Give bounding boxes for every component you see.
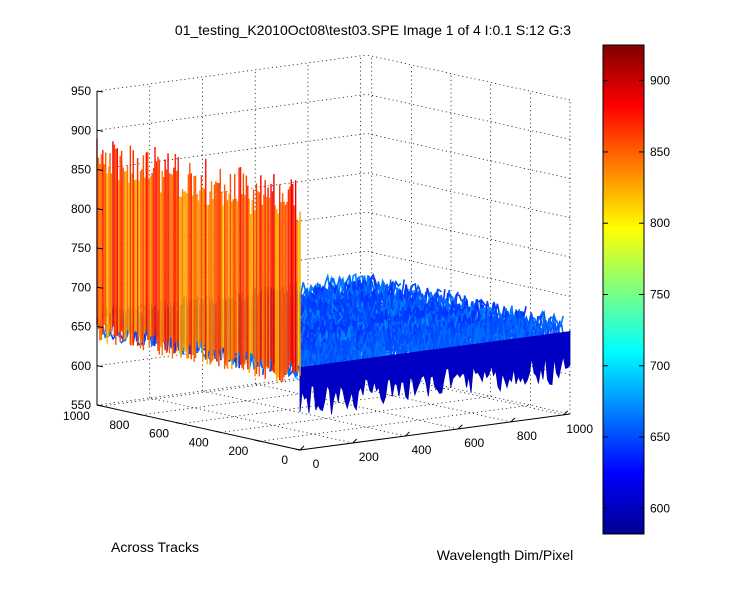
- grid-line: [366, 172, 571, 219]
- chart-title: 01_testing_K2010Oct08\test03.SPE Image 1…: [175, 22, 571, 38]
- y-tick-mark: [96, 404, 102, 407]
- grid-line: [366, 133, 571, 179]
- axis-ticks: 550 600 650 700 750 800 850 900 950 0 200 400 600 800…: [63, 84, 593, 471]
- grid-line: [96, 93, 368, 131]
- x-tick-mark: [299, 445, 305, 451]
- z-tick-label: 700: [71, 280, 91, 294]
- x-tick-label: 400: [411, 443, 431, 457]
- y-tick-label: 600: [149, 427, 169, 441]
- z-tick-mark: [96, 90, 104, 93]
- x-tick-label: 200: [359, 450, 379, 464]
- grid-line: [220, 396, 491, 433]
- colorbar-tick-label: 750: [650, 287, 670, 301]
- x-tick-label: 1000: [566, 422, 593, 436]
- x-axis-label: Wavelength Dim/Pixel: [437, 547, 573, 563]
- grid-line: [149, 397, 353, 444]
- y-tick-label: 200: [228, 444, 248, 458]
- grid-line: [366, 93, 571, 140]
- x-tick-mark: [563, 410, 569, 416]
- z-tick-label: 850: [71, 163, 91, 177]
- z-tick-label: 750: [71, 241, 91, 255]
- grid-line: [255, 383, 459, 430]
- y-tick-mark: [136, 413, 142, 416]
- colorbar-tick-label: 600: [650, 501, 670, 515]
- colorbar-tick-label: 850: [650, 145, 670, 159]
- grid-line: [96, 54, 368, 92]
- grid-line: [96, 172, 368, 210]
- colorbar-tick-label: 900: [650, 74, 670, 88]
- grid-line: [96, 250, 368, 288]
- grid-line: [366, 54, 571, 101]
- surface-front-edge: [299, 331, 571, 415]
- z-tick-mark: [96, 169, 104, 171]
- z-tick-label: 950: [71, 84, 91, 98]
- z-tick-mark: [96, 208, 104, 211]
- x-tick-label: 0: [313, 457, 320, 471]
- grid-line: [202, 390, 406, 437]
- x-tick-mark: [510, 417, 516, 423]
- y-tick-label: 800: [109, 418, 129, 432]
- z-tick-label: 550: [71, 398, 91, 412]
- x-axis-line: [299, 413, 571, 451]
- grid-line: [141, 378, 412, 416]
- z-tick-label: 900: [71, 123, 91, 137]
- x-tick-mark: [352, 438, 358, 444]
- x-tick-label: 600: [464, 436, 484, 450]
- grid-line: [96, 133, 368, 170]
- z-tick-mark: [96, 129, 104, 132]
- y-axis-label: Across Tracks: [111, 539, 199, 555]
- z-tick-mark: [96, 365, 104, 368]
- x-tick-mark: [405, 431, 410, 437]
- grid-line: [260, 404, 531, 442]
- y-tick-label: 0: [281, 453, 288, 467]
- colorbar-tick-label: 800: [650, 216, 670, 230]
- z-tick-label: 600: [71, 359, 91, 373]
- x-tick-mark: [457, 424, 463, 430]
- y-tick-mark: [294, 448, 301, 451]
- y-tick-mark: [215, 430, 221, 433]
- grid-line: [366, 250, 571, 297]
- colorbar-gradient: [602, 44, 645, 535]
- y-tick-label: 400: [189, 435, 209, 449]
- z-tick-mark: [96, 286, 104, 289]
- colorbar-tick-label: 650: [650, 430, 670, 444]
- z-tick-label: 800: [71, 202, 91, 216]
- colorbar: 600 650 700 750 800 850 900: [602, 44, 670, 535]
- surface-plot: [96, 138, 571, 415]
- surface-row: [289, 315, 561, 372]
- grid-line: [366, 211, 571, 258]
- z-tick-mark: [96, 247, 104, 250]
- z-tick-label: 650: [71, 320, 91, 334]
- y-axis-line: [96, 404, 301, 451]
- x-tick-label: 800: [517, 429, 537, 443]
- y-tick-mark: [255, 439, 261, 442]
- colorbar-tick-label: 700: [650, 359, 670, 373]
- colorbar-ticks: 600 650 700 750 800 850 900: [603, 74, 670, 515]
- grid-line: [96, 211, 368, 249]
- y-tick-mark: [175, 422, 182, 425]
- z-tick-mark: [96, 326, 104, 328]
- y-tick-label: 1000: [63, 409, 90, 423]
